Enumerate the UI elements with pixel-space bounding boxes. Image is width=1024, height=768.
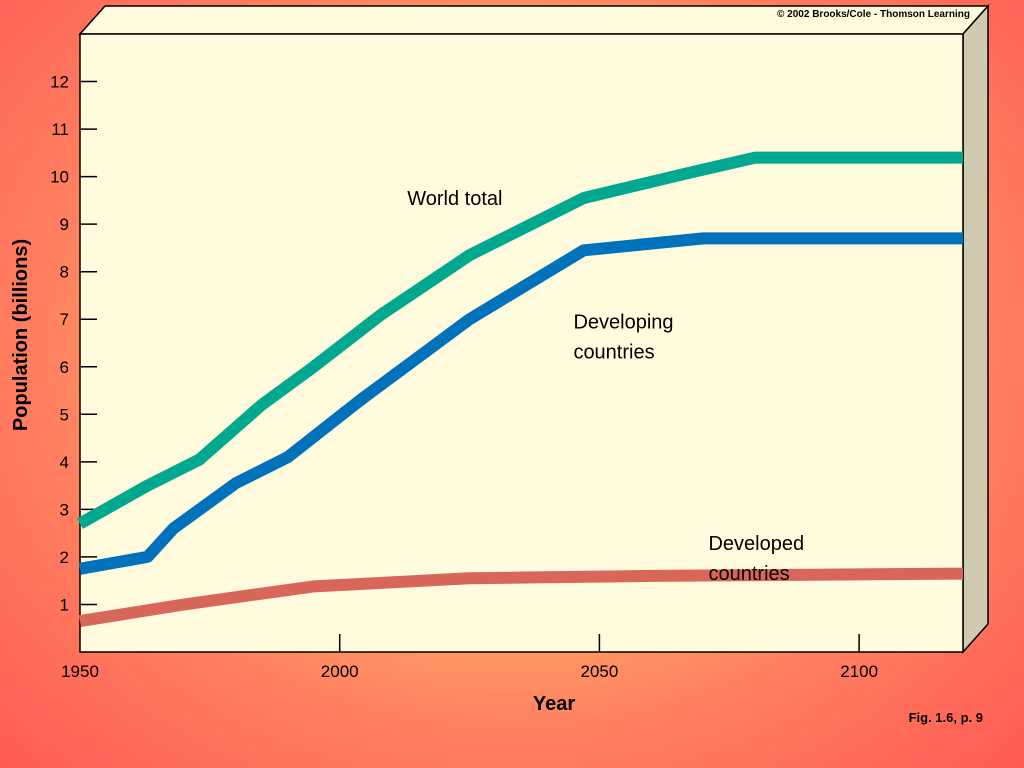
series-annotation: Developing countries: [573, 312, 673, 364]
y-tick-label: 5: [60, 405, 69, 424]
annotation-line: Developed: [708, 533, 804, 555]
y-tick-label: 7: [60, 310, 69, 329]
annotation-line: countries: [573, 342, 654, 364]
x-tick-label: 2100: [840, 662, 878, 681]
y-tick-label: 3: [60, 500, 69, 519]
series-annotation: Developed countries: [708, 533, 804, 585]
series-line-world-total: [77, 151, 963, 529]
series-annotation: World total: [407, 188, 502, 210]
y-tick-label: 6: [60, 358, 69, 377]
y-axis-title: Population (billions): [10, 239, 32, 431]
box-side-face: [962, 4, 989, 654]
series-layer: [77, 151, 964, 628]
y-tick-label: 2: [60, 548, 69, 567]
y-tick-label: 8: [60, 263, 69, 282]
annotation-line: countries: [708, 563, 789, 585]
y-tick-label: 1: [60, 595, 69, 614]
annotation-line: World total: [407, 188, 502, 210]
series-line-developing-countries: [78, 232, 963, 575]
x-axis: 1950 2000 2050 2100: [61, 634, 878, 681]
copyright-text: © 2002 Brooks/Cole - Thomson Learning: [777, 9, 970, 20]
plot-area: [79, 33, 964, 653]
y-tick-label: 4: [60, 453, 69, 472]
series-line-developed-countries: [79, 567, 964, 628]
annotation-layer: World total Developing countries Developed c…: [407, 188, 804, 585]
y-tick-label: 9: [60, 215, 69, 234]
x-tick-label: 2050: [580, 662, 618, 681]
x-tick-label: 2000: [321, 662, 359, 681]
x-axis-title: Year: [533, 693, 575, 715]
x-tick-label: 1950: [61, 662, 99, 681]
figure-caption: Fig. 1.6, p. 9: [909, 710, 983, 725]
annotation-line: Developing: [573, 312, 673, 334]
y-tick-label: 12: [50, 73, 69, 92]
y-tick-label: 11: [51, 120, 69, 139]
y-tick-label: 10: [50, 168, 69, 187]
